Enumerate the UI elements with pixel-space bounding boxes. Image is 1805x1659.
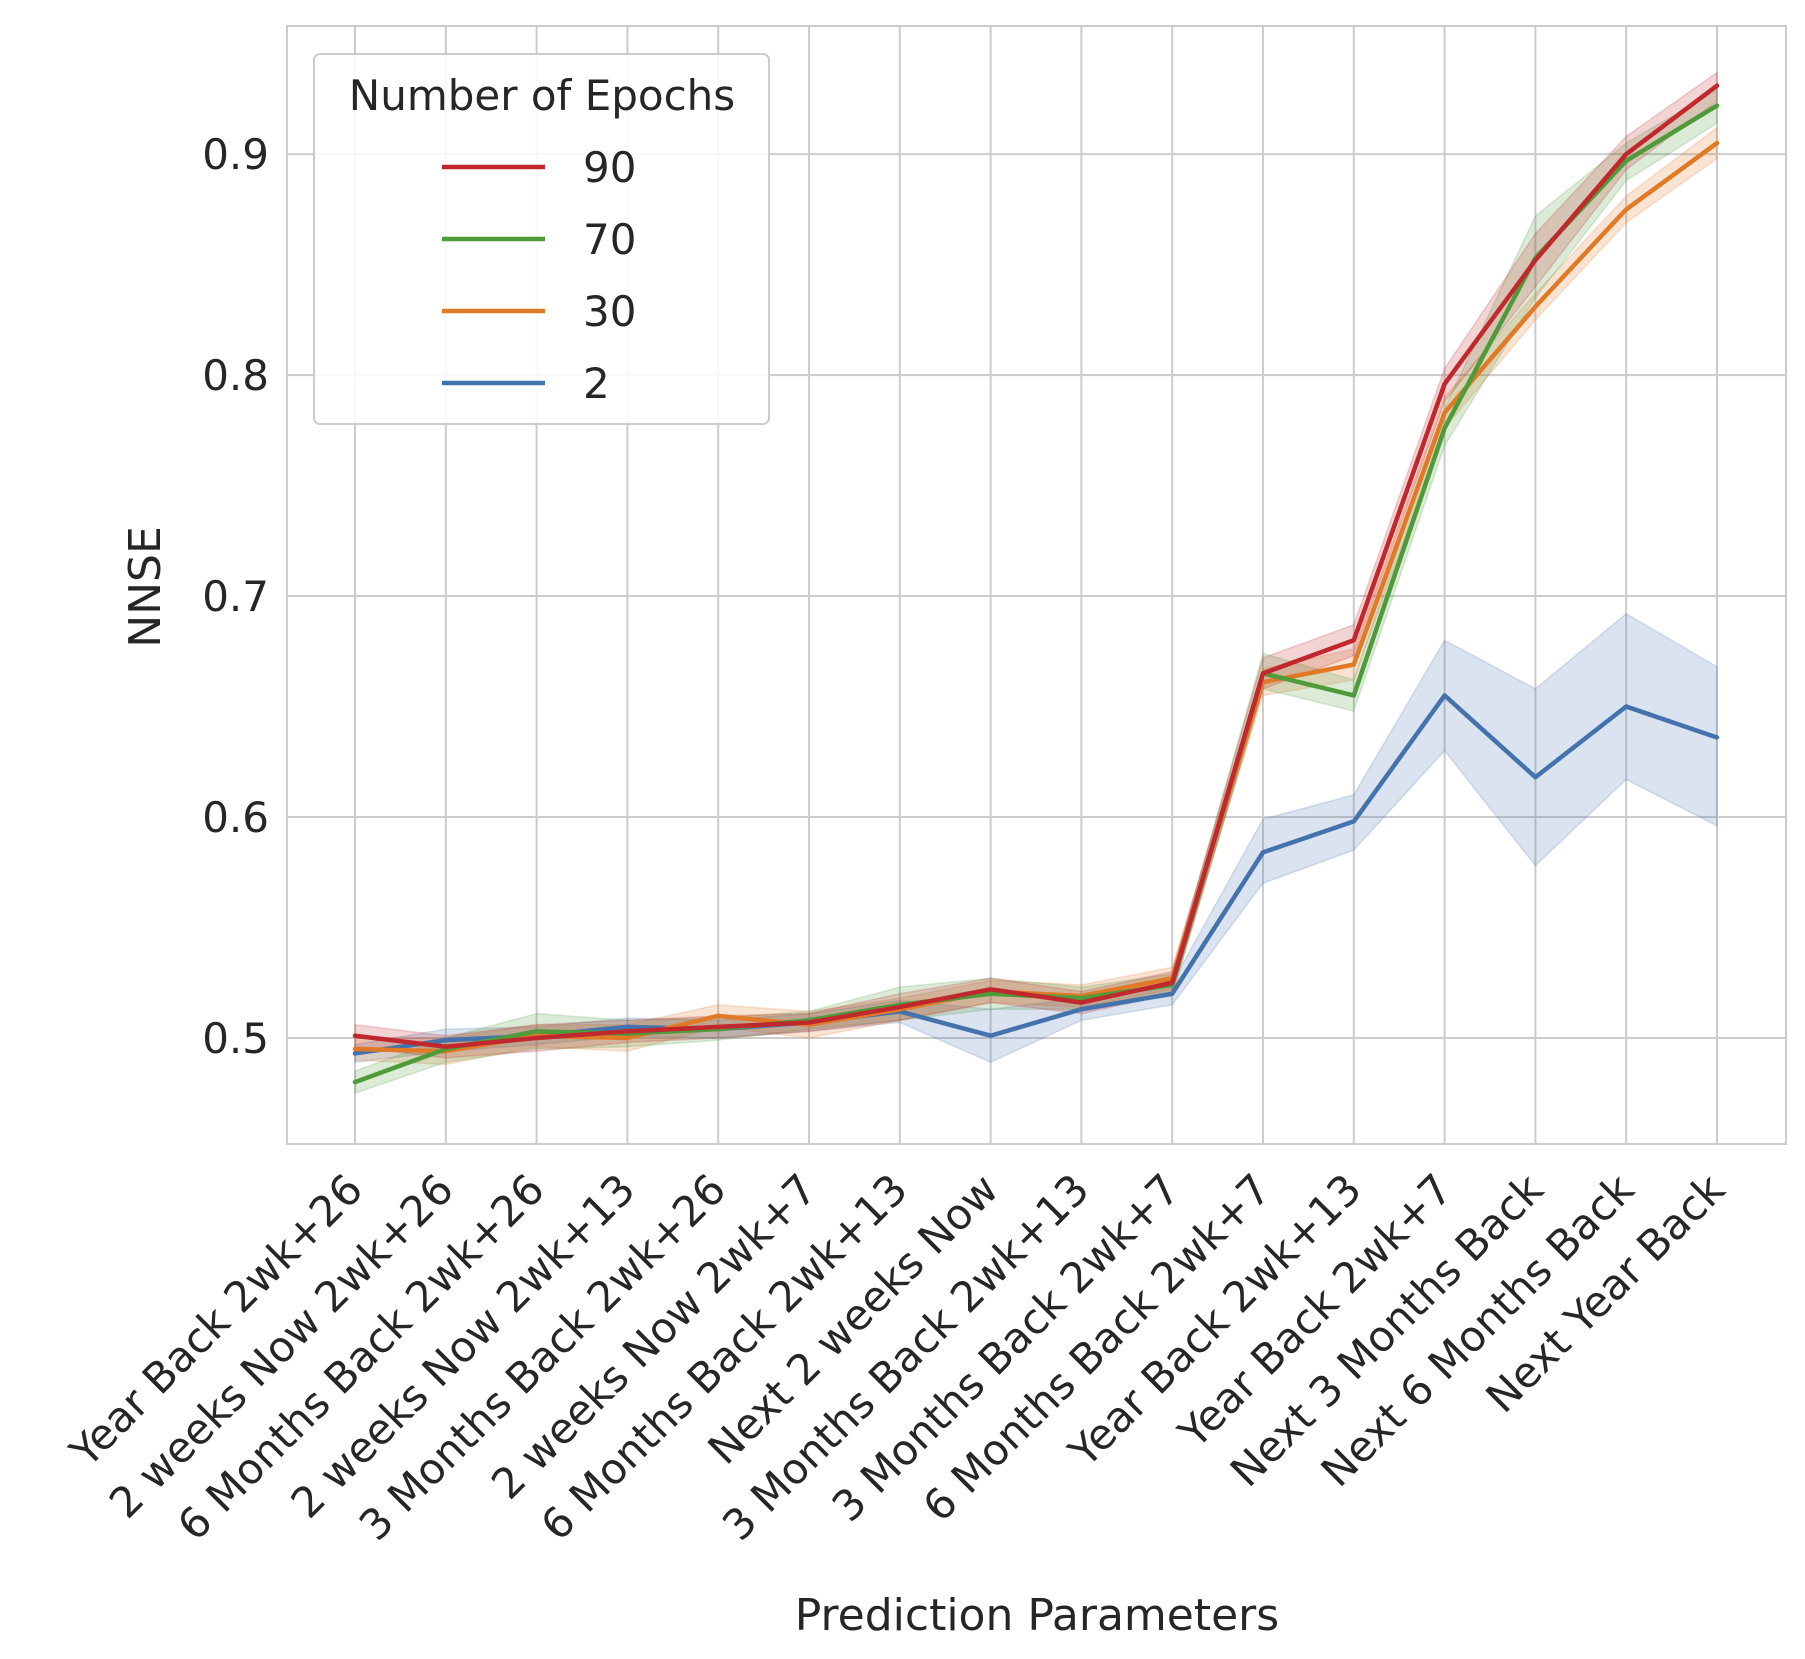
x-tick-label: 6 Months Back 2wk+26 — [168, 1164, 554, 1550]
legend-label-70: 70 — [583, 215, 636, 264]
legend-label-90: 90 — [583, 143, 636, 192]
legend-label-2: 2 — [583, 359, 610, 408]
legend-items: 90 70 30 2 — [442, 143, 636, 408]
y-tick-label: 0.5 — [202, 1014, 269, 1063]
legend: Number of Epochs 90 70 30 2 — [313, 53, 770, 425]
series-lines — [352, 83, 1720, 1085]
y-tick-label: 0.7 — [202, 572, 269, 621]
confidence-band-2 — [354, 612, 1718, 1064]
confidence-band-30 — [354, 126, 1718, 1066]
x-tick-labels: Year Back 2wk+262 weeks Now 2wk+266 Mont… — [60, 1164, 1735, 1550]
y-tick-label: 0.8 — [202, 351, 269, 400]
x-axis-label: Prediction Parameters — [795, 1590, 1279, 1641]
y-axis-label: NNSE — [120, 526, 171, 648]
confidence-band-90 — [354, 70, 1718, 1059]
y-tick-labels: 0.5 0.6 0.7 0.8 0.9 — [202, 130, 269, 1063]
legend-title: Number of Epochs — [349, 71, 735, 120]
confidence-band-70 — [354, 88, 1718, 1095]
series-line-90 — [352, 83, 1720, 1050]
y-tick-label: 0.6 — [202, 793, 269, 842]
legend-label-30: 30 — [583, 287, 636, 336]
y-tick-label: 0.9 — [202, 130, 269, 179]
confidence-bands — [354, 70, 1718, 1095]
plot-frame — [286, 25, 1787, 1145]
